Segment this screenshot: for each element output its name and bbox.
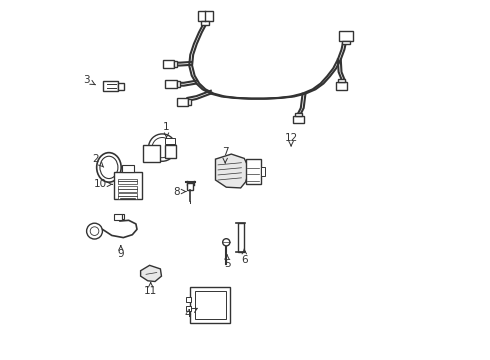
Bar (165, 138, 175, 144)
Bar (188, 99, 191, 105)
Bar (118, 83, 124, 90)
Bar (163, 60, 174, 68)
Bar (342, 41, 349, 44)
Bar (293, 116, 304, 123)
Text: 10: 10 (94, 179, 112, 189)
Bar (339, 31, 353, 41)
Bar (186, 306, 191, 311)
Text: 1: 1 (163, 122, 170, 138)
Bar (103, 81, 118, 91)
Bar (186, 297, 191, 302)
Bar (118, 193, 137, 199)
Bar (338, 79, 344, 82)
Bar (165, 145, 176, 158)
Text: 5: 5 (224, 255, 230, 269)
Circle shape (90, 227, 99, 235)
Bar (238, 223, 244, 252)
Bar (177, 81, 180, 87)
Text: 7: 7 (222, 147, 228, 163)
Text: 2: 2 (92, 154, 104, 167)
Text: 6: 6 (241, 249, 247, 265)
Bar (122, 165, 134, 172)
Bar (114, 214, 122, 220)
Bar (195, 291, 225, 319)
Bar (295, 113, 302, 116)
Bar (118, 179, 137, 184)
Bar (201, 21, 209, 25)
Bar (114, 172, 142, 199)
Bar (336, 82, 347, 90)
Circle shape (87, 223, 102, 239)
Circle shape (222, 239, 230, 246)
Bar (118, 186, 137, 192)
Bar (122, 214, 124, 219)
Bar (144, 145, 160, 162)
Text: 4: 4 (184, 308, 197, 319)
Circle shape (148, 134, 176, 161)
Text: 3: 3 (83, 75, 95, 85)
Bar (187, 183, 193, 190)
Bar (261, 167, 265, 176)
Text: 12: 12 (285, 132, 298, 146)
Ellipse shape (97, 153, 121, 182)
Text: 8: 8 (173, 186, 186, 197)
Bar (174, 61, 177, 67)
Bar (176, 98, 188, 106)
Bar (198, 11, 213, 21)
Circle shape (152, 138, 172, 158)
Text: 9: 9 (118, 246, 124, 259)
Bar (190, 287, 230, 323)
Bar (245, 159, 261, 184)
Polygon shape (216, 154, 249, 188)
Ellipse shape (100, 156, 118, 179)
Polygon shape (141, 265, 162, 282)
Bar (166, 80, 177, 88)
Text: 11: 11 (144, 283, 157, 296)
